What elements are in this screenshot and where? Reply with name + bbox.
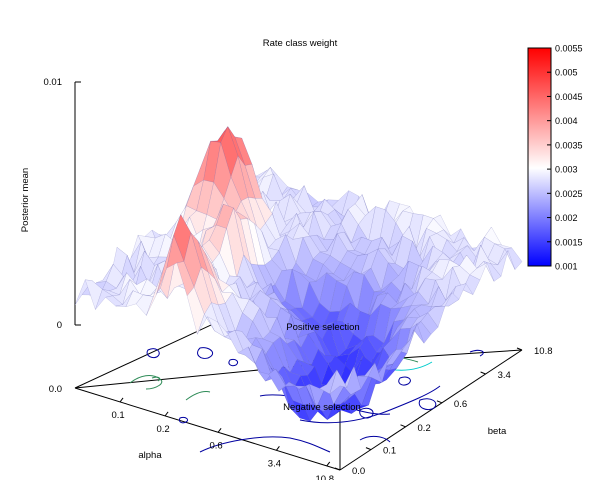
beta-axis-label: beta [488, 426, 507, 437]
contour-line [185, 391, 211, 401]
base-edge-front-left [74, 387, 341, 471]
alpha-tick [326, 461, 331, 467]
alpha-tick-label: 0.6 [209, 440, 222, 451]
colorbar-tick-label: 0.003 [555, 165, 578, 175]
contour-line [359, 407, 374, 419]
beta-tick [480, 371, 486, 375]
beta-tick [365, 447, 372, 451]
surface-facet [385, 348, 404, 366]
surface-facet [490, 250, 509, 277]
colorbar-tick-label: 0.0035 [555, 140, 583, 150]
alpha-tick [275, 446, 280, 451]
alpha-tick-label: 0.2 [156, 424, 169, 435]
surface-facet [427, 305, 446, 328]
contour-line [199, 436, 331, 453]
colorbar-ticks: 0.0055 0.005 0.0045 0.004 0.0035 0.003 0.0025 0… [547, 44, 583, 272]
base-label: 0.0 [49, 384, 62, 395]
contour-line [418, 398, 437, 411]
beta-tick-label: 0.6 [454, 399, 467, 410]
colorbar-tick-label: 0.002 [555, 213, 578, 223]
alpha-ticks: 0.1 0.2 0.6 3.4 10.8 [111, 397, 335, 480]
colorbar-tick-label: 0.0055 [555, 44, 583, 54]
alpha-axis-label: alpha [138, 450, 162, 461]
alpha-tick [164, 411, 169, 417]
beta-tick-label: 3.4 [498, 370, 511, 381]
z-tick-label-bottom: 0 [57, 320, 62, 331]
positive-selection-label: Positive selection [286, 322, 359, 333]
contour-line [359, 435, 391, 443]
contour-line [197, 347, 213, 359]
z-tick-label-top: 0.01 [44, 77, 63, 88]
alpha-tick-label: 3.4 [268, 458, 281, 469]
beta-tick [400, 424, 406, 428]
contour-line [469, 349, 484, 357]
beta-tick-label: 10.8 [534, 346, 553, 357]
z-axis-label: Posterior mean [20, 168, 31, 232]
contour-line [151, 376, 161, 382]
surface-facet [420, 312, 439, 335]
colorbar-tick-label: 0.0025 [555, 189, 583, 199]
surface-facet [329, 369, 348, 395]
negative-selection-label: Negative selection [283, 402, 361, 413]
chart-title: Rate class weight [263, 38, 338, 49]
surface-mesh [74, 125, 523, 422]
alpha-tick [217, 427, 222, 433]
beta-tick [516, 347, 523, 351]
beta-tick-label: 0.2 [418, 423, 431, 434]
colorbar-tick-label: 0.0015 [555, 237, 583, 247]
surface-facet [357, 362, 376, 377]
contour-line [146, 348, 160, 359]
colorbar-tick-label: 0.004 [555, 116, 578, 126]
beta-tick [334, 467, 341, 471]
contour-line [179, 417, 189, 424]
colorbar [527, 47, 552, 267]
beta-tick-label: 0.1 [383, 446, 396, 457]
beta-tick [436, 400, 443, 404]
contour-line [228, 359, 239, 367]
alpha-tick [119, 397, 124, 403]
colorbar-tick-label: 0.005 [555, 68, 578, 78]
contour-line [299, 385, 441, 424]
colorbar-tick-label: 0.001 [555, 262, 578, 272]
contour-line [398, 376, 411, 386]
beta-ticks: 0.0 0.1 0.2 0.6 3.4 10.8 [334, 346, 553, 477]
alpha-tick-label: 10.8 [316, 474, 335, 480]
base-edge-front-right [339, 349, 523, 471]
beta-tick-label: 0.0 [352, 466, 365, 477]
colorbar-tick-label: 0.0045 [555, 92, 583, 102]
alpha-tick-label: 0.1 [111, 410, 124, 421]
